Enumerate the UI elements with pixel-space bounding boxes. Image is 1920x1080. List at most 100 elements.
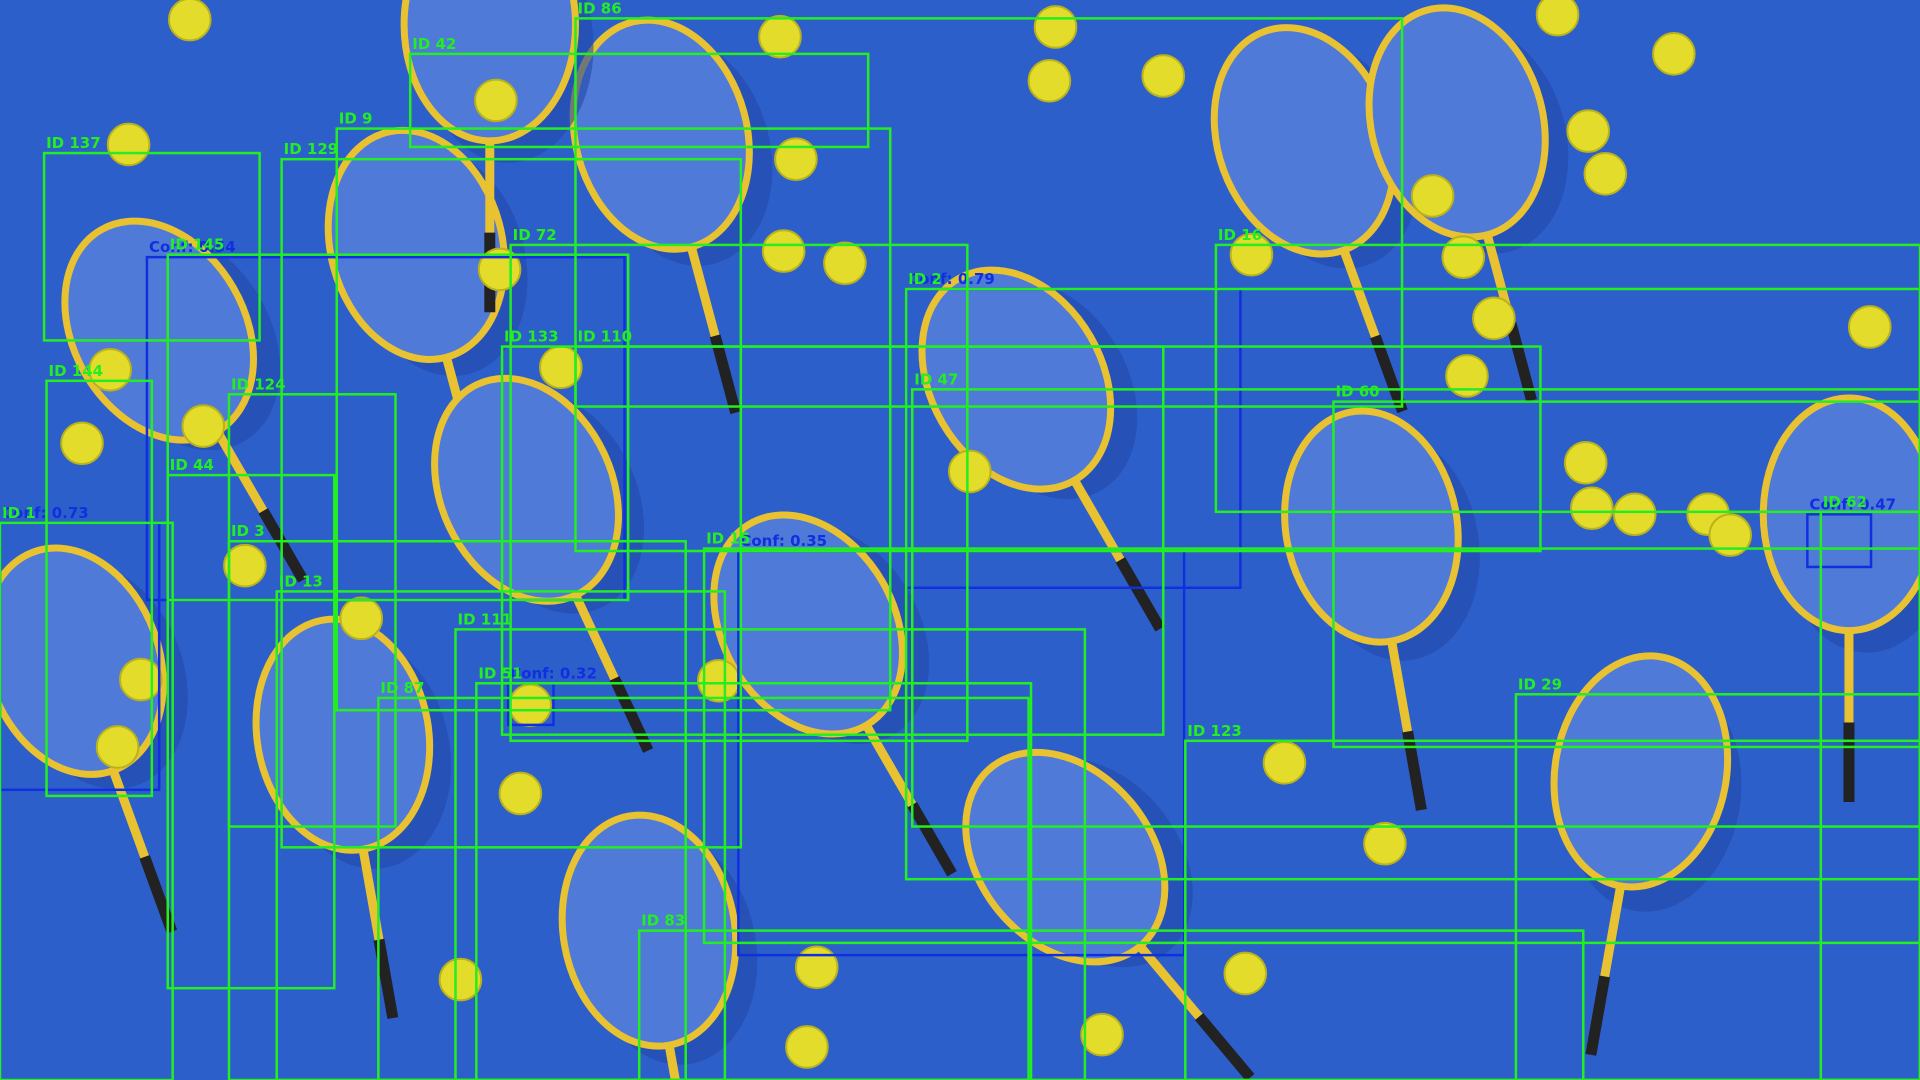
tennis-ball xyxy=(1410,174,1455,218)
track-box xyxy=(475,682,1033,1080)
tennis-ball xyxy=(1612,492,1657,537)
racket-grip xyxy=(1370,334,1408,414)
racket xyxy=(0,544,188,934)
track-label: ID 123 xyxy=(1187,722,1242,740)
track-label: ID 129 xyxy=(284,140,339,158)
track-label: ID 124 xyxy=(231,375,286,393)
tennis-ball xyxy=(761,229,806,273)
detection-label: Conf: 0.79 xyxy=(908,270,995,288)
track-label: ID 47 xyxy=(914,370,958,388)
racket-grip xyxy=(709,334,742,415)
tennis-ball xyxy=(1441,235,1486,279)
track-label: ID 3 xyxy=(231,522,265,540)
track-label: ID 9 xyxy=(339,110,373,128)
track-box xyxy=(227,539,687,1080)
tennis-ball xyxy=(167,0,212,42)
tennis-ball xyxy=(794,945,839,990)
tennis-ball xyxy=(1535,0,1580,37)
tennis-ball xyxy=(774,137,818,181)
tennis-ball xyxy=(95,725,140,769)
track-box xyxy=(275,590,727,1080)
racket-head xyxy=(962,748,1169,966)
racket-grip xyxy=(1194,1013,1255,1080)
detection-box xyxy=(1806,513,1873,569)
track-box xyxy=(42,151,261,342)
detection-label: Conf: 0.35 xyxy=(740,532,827,550)
track-box xyxy=(1184,739,1920,1080)
tennis-ball xyxy=(1652,32,1696,76)
track-label: ID 87 xyxy=(380,679,424,697)
racket xyxy=(431,374,654,753)
tennis-ball xyxy=(60,421,104,466)
track-label: ID 110 xyxy=(578,328,633,346)
track-box xyxy=(1332,400,1920,749)
track-label: ID 137 xyxy=(46,134,101,152)
detection-label: Conf: 0.54 xyxy=(149,238,236,256)
tennis-ball xyxy=(1566,109,1610,153)
track-box xyxy=(454,628,1087,1080)
tennis-ball xyxy=(106,122,151,167)
racket xyxy=(962,748,1255,1080)
track-box xyxy=(45,379,154,798)
racket-grip xyxy=(1115,557,1165,632)
tennis-ball xyxy=(1708,513,1753,557)
tennis-ball xyxy=(1570,486,1614,530)
tennis-ball xyxy=(1141,54,1186,98)
racket-grip xyxy=(907,802,957,877)
tennis-ball xyxy=(1563,441,1608,485)
track-label: ID 86 xyxy=(578,0,622,17)
track-label: ID 16 xyxy=(1218,226,1262,244)
detection-label: Conf: 0.47 xyxy=(1809,495,1896,513)
tennis-ball xyxy=(1080,1012,1124,1057)
track-box xyxy=(0,521,174,1080)
racket xyxy=(1281,407,1480,811)
tennis-ball xyxy=(1847,305,1892,349)
track-box xyxy=(574,345,1542,553)
track-box xyxy=(509,243,969,743)
track-box xyxy=(904,287,1920,881)
track-box xyxy=(166,473,336,990)
racket-handle xyxy=(664,1044,703,1080)
track-label: ID 145 xyxy=(170,236,225,254)
tennis-ball xyxy=(508,683,553,728)
racket xyxy=(1210,24,1419,414)
tennis-ball xyxy=(1583,152,1628,196)
track-label: ID 42 xyxy=(412,35,456,53)
detection-label: Conf: 0.32 xyxy=(510,664,597,682)
tennis-ball xyxy=(1027,59,1072,103)
racket xyxy=(1550,652,1742,1056)
tennis-ball xyxy=(1223,951,1268,996)
racket-head xyxy=(252,615,434,854)
track-label: ID 144 xyxy=(49,362,104,380)
tennis-ball xyxy=(339,596,384,641)
track-label: ID 44 xyxy=(170,456,214,474)
racket-grip xyxy=(258,508,308,583)
tennis-ball xyxy=(823,241,867,286)
racket-grip xyxy=(609,676,654,753)
track-label: ID 83 xyxy=(641,912,685,930)
racket-head xyxy=(0,544,167,778)
tennis-ball xyxy=(119,657,163,702)
racket xyxy=(252,615,452,1020)
track-box xyxy=(166,253,630,602)
track-box xyxy=(408,52,870,149)
racket-grip xyxy=(1402,730,1427,811)
racket-grip xyxy=(1505,322,1537,402)
racket-head xyxy=(918,266,1115,493)
track-box xyxy=(574,17,1404,408)
track-label: ID 51 xyxy=(478,664,522,682)
tennis-ball xyxy=(438,957,483,1002)
track-label: ID 72 xyxy=(513,226,557,244)
tennis-ball xyxy=(758,14,802,59)
track-label: ID 62 xyxy=(1823,493,1867,511)
track-box xyxy=(280,157,743,849)
racket xyxy=(324,126,528,525)
racket xyxy=(710,511,957,877)
tennis-ball xyxy=(223,543,267,588)
track-label: ID 2 xyxy=(908,270,942,288)
track-label: ID 60 xyxy=(1335,383,1379,401)
track-label: ID 133 xyxy=(504,328,559,346)
racket-head xyxy=(1550,652,1732,891)
